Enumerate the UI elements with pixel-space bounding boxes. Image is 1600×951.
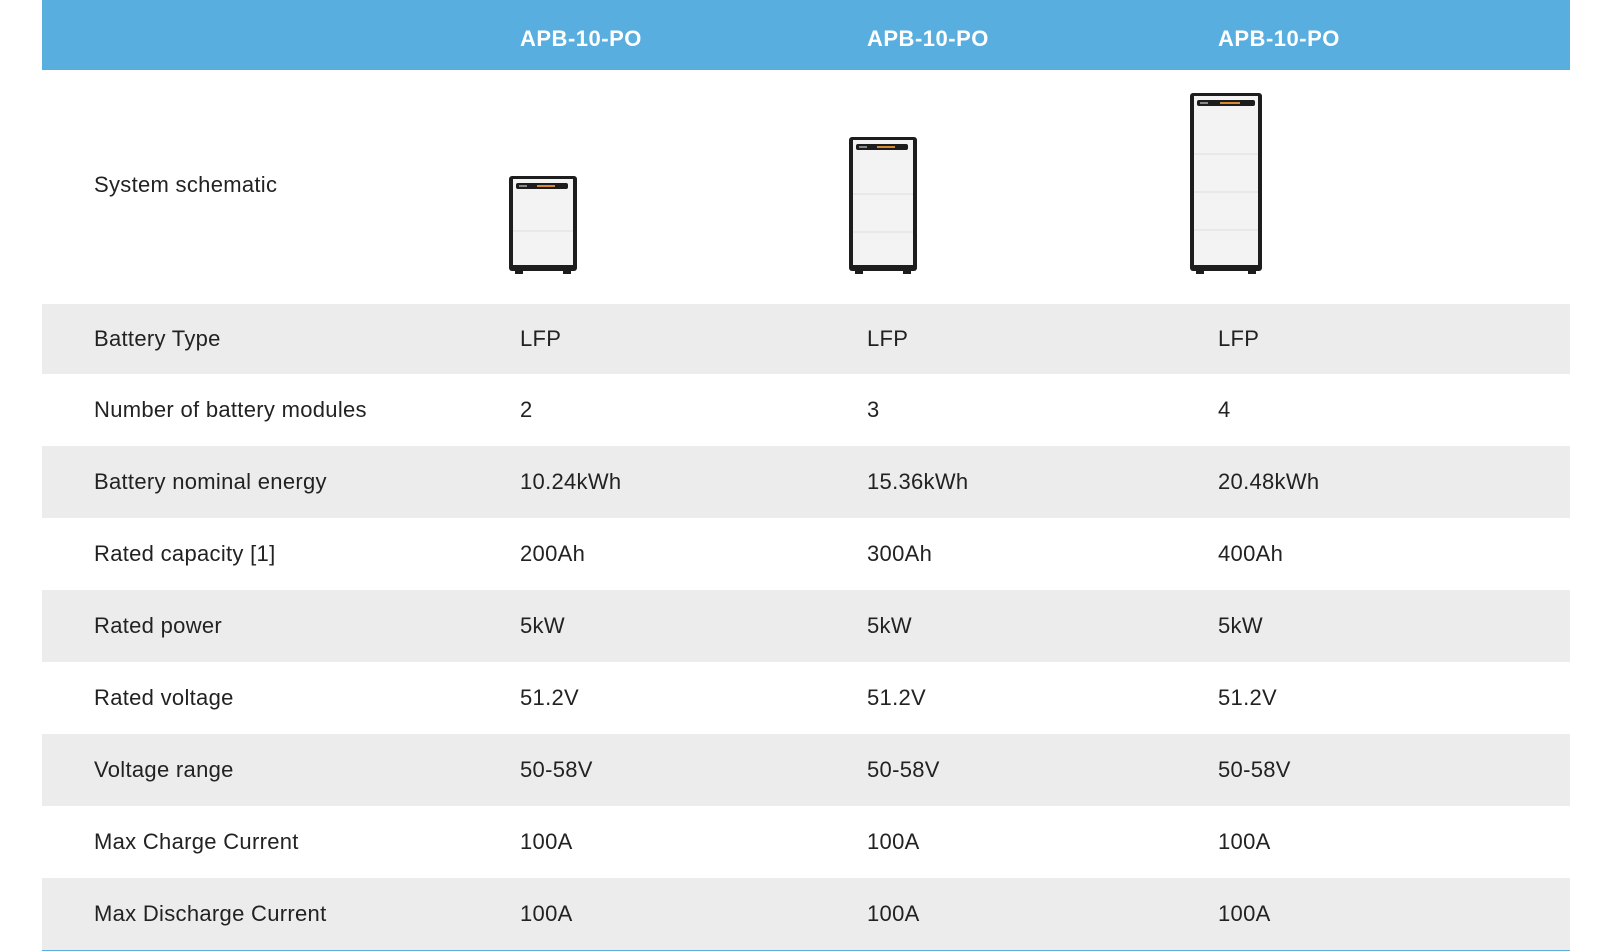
cell-value: 3 xyxy=(867,397,880,422)
cell-value: 51.2V xyxy=(1218,685,1277,710)
cell-value: 5kW xyxy=(1218,613,1263,638)
cell-value: 100A xyxy=(520,829,573,854)
cell-value: 10.24kWh xyxy=(520,469,622,494)
table-row: Number of battery modules 2 3 4 xyxy=(42,374,1570,446)
row-label: Rated power xyxy=(94,613,223,638)
table-row: Battery Type LFP LFP LFP xyxy=(42,304,1570,374)
cell-value: 400Ah xyxy=(1218,541,1284,566)
table-row: Rated power 5kW 5kW 5kW xyxy=(42,590,1570,662)
cell-value: 100A xyxy=(1218,829,1271,854)
cell-value: 15.36kWh xyxy=(867,469,969,494)
row-label: Max Charge Current xyxy=(94,829,299,854)
table-header: APB-10-PO APB-10-PO APB-10-PO xyxy=(42,0,1570,70)
model-header-1: APB-10-PO xyxy=(520,26,642,51)
cell-value: 100A xyxy=(520,901,573,926)
cell-value: 5kW xyxy=(867,613,912,638)
cell-value: 50-58V xyxy=(867,757,940,782)
cell-value: 200Ah xyxy=(520,541,586,566)
schematic-row: System schematic xyxy=(42,70,1570,304)
row-label: Rated capacity [1] xyxy=(94,541,276,566)
spec-table: APB-10-PO APB-10-PO APB-10-PO System sch… xyxy=(42,0,1570,950)
cell-value: 100A xyxy=(1218,901,1271,926)
row-label: Max Discharge Current xyxy=(94,901,327,926)
row-label: Battery Type xyxy=(94,326,221,351)
row-label: System schematic xyxy=(94,172,278,197)
table-row: Max Charge Current 100A 100A 100A xyxy=(42,806,1570,878)
table-row: Battery nominal energy 10.24kWh 15.36kWh… xyxy=(42,446,1570,518)
cell-value: 100A xyxy=(867,829,920,854)
cell-value: 50-58V xyxy=(520,757,593,782)
table-row: Rated voltage 51.2V 51.2V 51.2V xyxy=(42,662,1570,734)
cell-value: 50-58V xyxy=(1218,757,1291,782)
battery-cabinet-icon xyxy=(507,175,579,280)
row-label: Number of battery modules xyxy=(94,397,367,422)
cell-value: 51.2V xyxy=(867,685,926,710)
cell-value: 100A xyxy=(867,901,920,926)
cell-value: 20.48kWh xyxy=(1218,469,1320,494)
cell-value: LFP xyxy=(1218,326,1260,351)
cell-value: 51.2V xyxy=(520,685,579,710)
cell-value: 300Ah xyxy=(867,541,933,566)
model-header-3: APB-10-PO xyxy=(1218,26,1340,51)
cell-value: LFP xyxy=(520,326,562,351)
battery-cabinet-icon xyxy=(1188,92,1264,280)
table-row: Max Discharge Current 100A 100A 100A xyxy=(42,878,1570,950)
row-label: Voltage range xyxy=(94,757,234,782)
row-label: Rated voltage xyxy=(94,685,234,710)
table-row: Rated capacity [1] 200Ah 300Ah 400Ah xyxy=(42,518,1570,590)
cell-value: LFP xyxy=(867,326,909,351)
cell-value: 2 xyxy=(520,397,533,422)
table-row: Voltage range 50-58V 50-58V 50-58V xyxy=(42,734,1570,806)
model-header-2: APB-10-PO xyxy=(867,26,989,51)
cell-value: 5kW xyxy=(520,613,565,638)
battery-cabinet-icon xyxy=(847,136,919,280)
row-label: Battery nominal energy xyxy=(94,469,327,494)
cell-value: 4 xyxy=(1218,397,1231,422)
